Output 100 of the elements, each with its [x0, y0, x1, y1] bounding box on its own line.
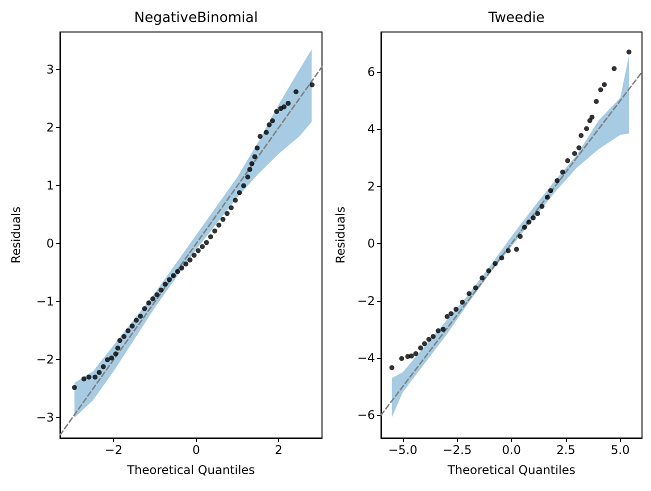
point [100, 364, 106, 370]
point [426, 336, 432, 342]
point [121, 334, 126, 339]
point [565, 158, 570, 164]
x-tick-label: 2.5 [556, 443, 576, 457]
point [526, 220, 532, 225]
point [548, 188, 554, 194]
point [430, 334, 436, 339]
point [286, 100, 291, 106]
point [86, 374, 92, 380]
y-tick-label: 0 [367, 236, 375, 251]
point [115, 346, 120, 351]
point [602, 82, 607, 88]
point [499, 255, 504, 260]
point [266, 122, 272, 128]
point [560, 170, 566, 175]
x-tick-label: −5.0 [388, 443, 418, 457]
point [236, 190, 242, 196]
point [466, 291, 472, 296]
point [154, 292, 160, 298]
point [146, 300, 152, 306]
point [192, 252, 197, 258]
point [96, 370, 102, 375]
point [187, 257, 192, 262]
point [247, 166, 252, 172]
point [539, 204, 544, 209]
point [220, 216, 226, 222]
point [480, 275, 485, 280]
point [175, 269, 180, 274]
point [612, 66, 617, 72]
point [258, 134, 263, 139]
x-tick-label: 0.0 [502, 443, 522, 457]
point [134, 318, 139, 323]
point [208, 234, 214, 240]
point [399, 356, 404, 362]
point [486, 268, 492, 274]
point [126, 328, 131, 334]
x-tick-label: −2.5 [442, 443, 472, 457]
point [506, 248, 511, 254]
point [576, 145, 582, 150]
point [170, 273, 176, 278]
point [92, 374, 98, 380]
point [440, 326, 446, 332]
point [535, 211, 540, 216]
y-axis-title: Residuals [333, 206, 348, 264]
point [444, 314, 450, 319]
point [252, 154, 258, 160]
point [150, 296, 156, 302]
point [212, 228, 218, 234]
point [518, 234, 523, 239]
point [216, 222, 222, 228]
y-tick-label: 4 [367, 122, 375, 136]
chart-title: NegativeBinomial [134, 10, 258, 26]
y-tick-label: 2 [46, 120, 54, 135]
y-tick-label: −6 [357, 408, 375, 422]
point [254, 146, 260, 150]
point [492, 261, 498, 266]
point [158, 288, 164, 293]
point [274, 108, 280, 114]
point [584, 126, 590, 132]
point [460, 300, 465, 305]
point [578, 133, 584, 138]
point [196, 248, 201, 254]
point [249, 161, 254, 166]
point [232, 198, 238, 203]
point [264, 130, 269, 135]
point [166, 277, 172, 282]
point [113, 351, 118, 356]
point [224, 211, 230, 216]
point [530, 215, 536, 220]
point [473, 285, 478, 290]
point [72, 385, 77, 390]
y-tick-label: 6 [367, 65, 375, 80]
point [454, 306, 459, 312]
point [422, 341, 427, 346]
point [554, 178, 560, 184]
y-axis-title: Residuals [9, 206, 23, 264]
point [130, 324, 135, 329]
point [241, 183, 246, 188]
x-tick-label: 5.0 [610, 443, 630, 457]
y-tick-label: −3 [36, 410, 54, 425]
point [117, 338, 122, 344]
y-tick-label: 2 [367, 179, 375, 194]
point [522, 224, 528, 230]
x-tick-label: 2 [274, 443, 282, 457]
point [200, 244, 205, 250]
point [162, 282, 168, 287]
x-tick-label: −2 [104, 443, 122, 457]
point [282, 104, 287, 110]
point [544, 194, 550, 200]
x-axis-title: Theoretical Quantiles [126, 463, 255, 477]
point [104, 357, 110, 362]
point [294, 89, 299, 94]
point [448, 311, 454, 316]
y-tick-label: 0 [46, 236, 54, 251]
point [594, 98, 599, 104]
y-tick-label: −2 [36, 352, 54, 367]
x-axis-title: Theoretical Quantiles [446, 463, 576, 477]
point [418, 345, 424, 350]
point [389, 365, 394, 370]
